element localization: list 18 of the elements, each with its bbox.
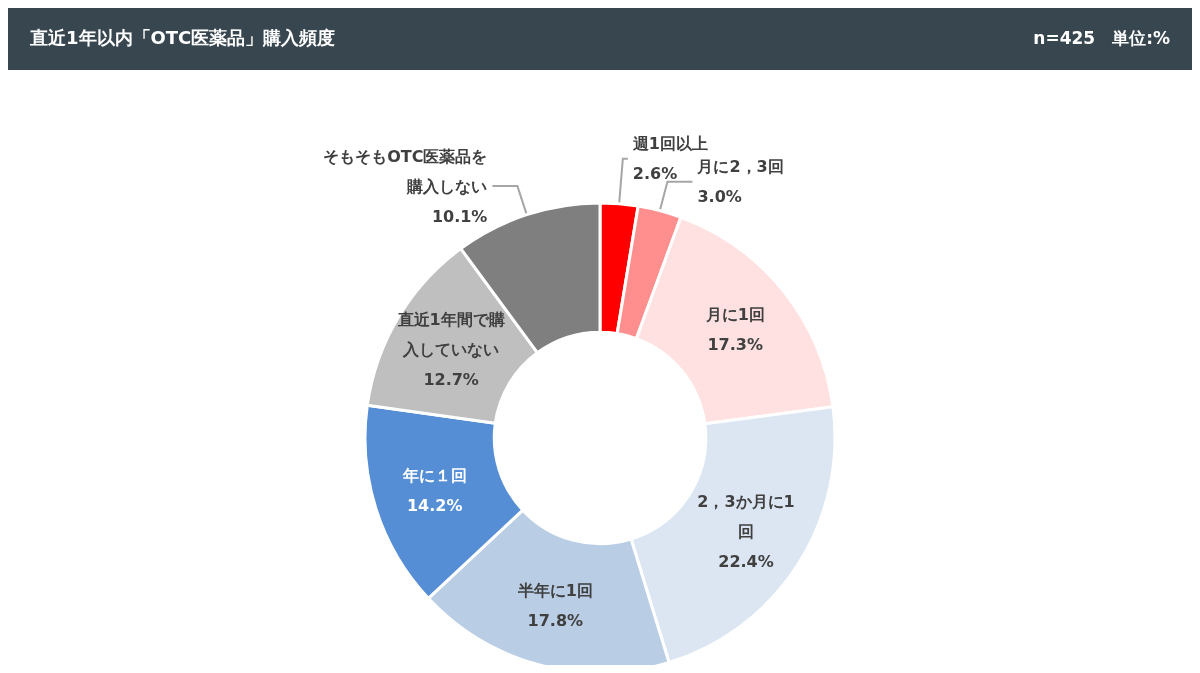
slice-label: そもそもOTC医薬品を購入しない xyxy=(323,146,488,196)
data-label: 12.7% xyxy=(423,369,479,389)
data-label: 10.1% xyxy=(431,206,488,226)
slice-label: 直近1年間で購入していない xyxy=(396,309,505,359)
data-label: 17.3% xyxy=(707,334,763,354)
chart-title: 直近1年以内「OTC医薬品」購入頻度 xyxy=(29,26,336,48)
slice-label: 週1回以上 xyxy=(631,134,708,154)
data-label: 14.2% xyxy=(406,495,463,515)
text: n=425 単位:% xyxy=(1033,27,1171,48)
data-label: 22.4% xyxy=(718,551,774,571)
slice-label: 月に2，3回 xyxy=(696,157,784,177)
slice-label: 年に１回 xyxy=(401,465,467,485)
data-label: 17.8% xyxy=(527,610,584,630)
data-label: 3.0% xyxy=(697,187,742,207)
slice-label: 2，3か月に1回 xyxy=(697,491,795,541)
data-label: 2.6% xyxy=(632,164,678,184)
slice-label: 月に1回 xyxy=(704,304,765,324)
slice-label: 半年に1回 xyxy=(516,580,593,600)
